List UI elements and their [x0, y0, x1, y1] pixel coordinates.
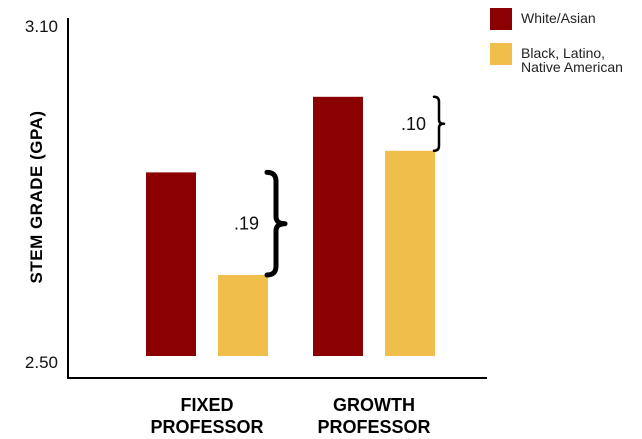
gap-annotations: .19 .10: [234, 95, 446, 278]
legend-label: White/Asian: [521, 10, 596, 26]
category-labels: FIXED PROFESSOR GROWTH PROFESSOR: [150, 395, 430, 437]
legend: White/Asian Black, Latino, Native American: [490, 8, 623, 75]
bar: [313, 96, 363, 357]
axes: 3.10 2.50 STEM GRADE (GPA): [25, 17, 487, 379]
legend-label: Black, Latino, Native American: [521, 45, 623, 75]
bars: [146, 96, 435, 357]
legend-swatch: [490, 43, 512, 65]
bar: [146, 172, 196, 356]
gap-brace: [432, 95, 446, 153]
gap-brace: [264, 169, 288, 278]
gap-label: .10: [401, 114, 426, 134]
legend-swatch: [490, 8, 512, 30]
y-tick-label: 3.10: [25, 17, 58, 36]
y-tick-label: 2.50: [25, 353, 58, 372]
y-axis-label: STEM GRADE (GPA): [27, 111, 46, 284]
bar: [218, 275, 268, 356]
gap-label: .19: [234, 214, 259, 234]
category-label: GROWTH PROFESSOR: [317, 395, 430, 437]
bar: [385, 150, 435, 356]
category-label: FIXED PROFESSOR: [150, 395, 263, 437]
